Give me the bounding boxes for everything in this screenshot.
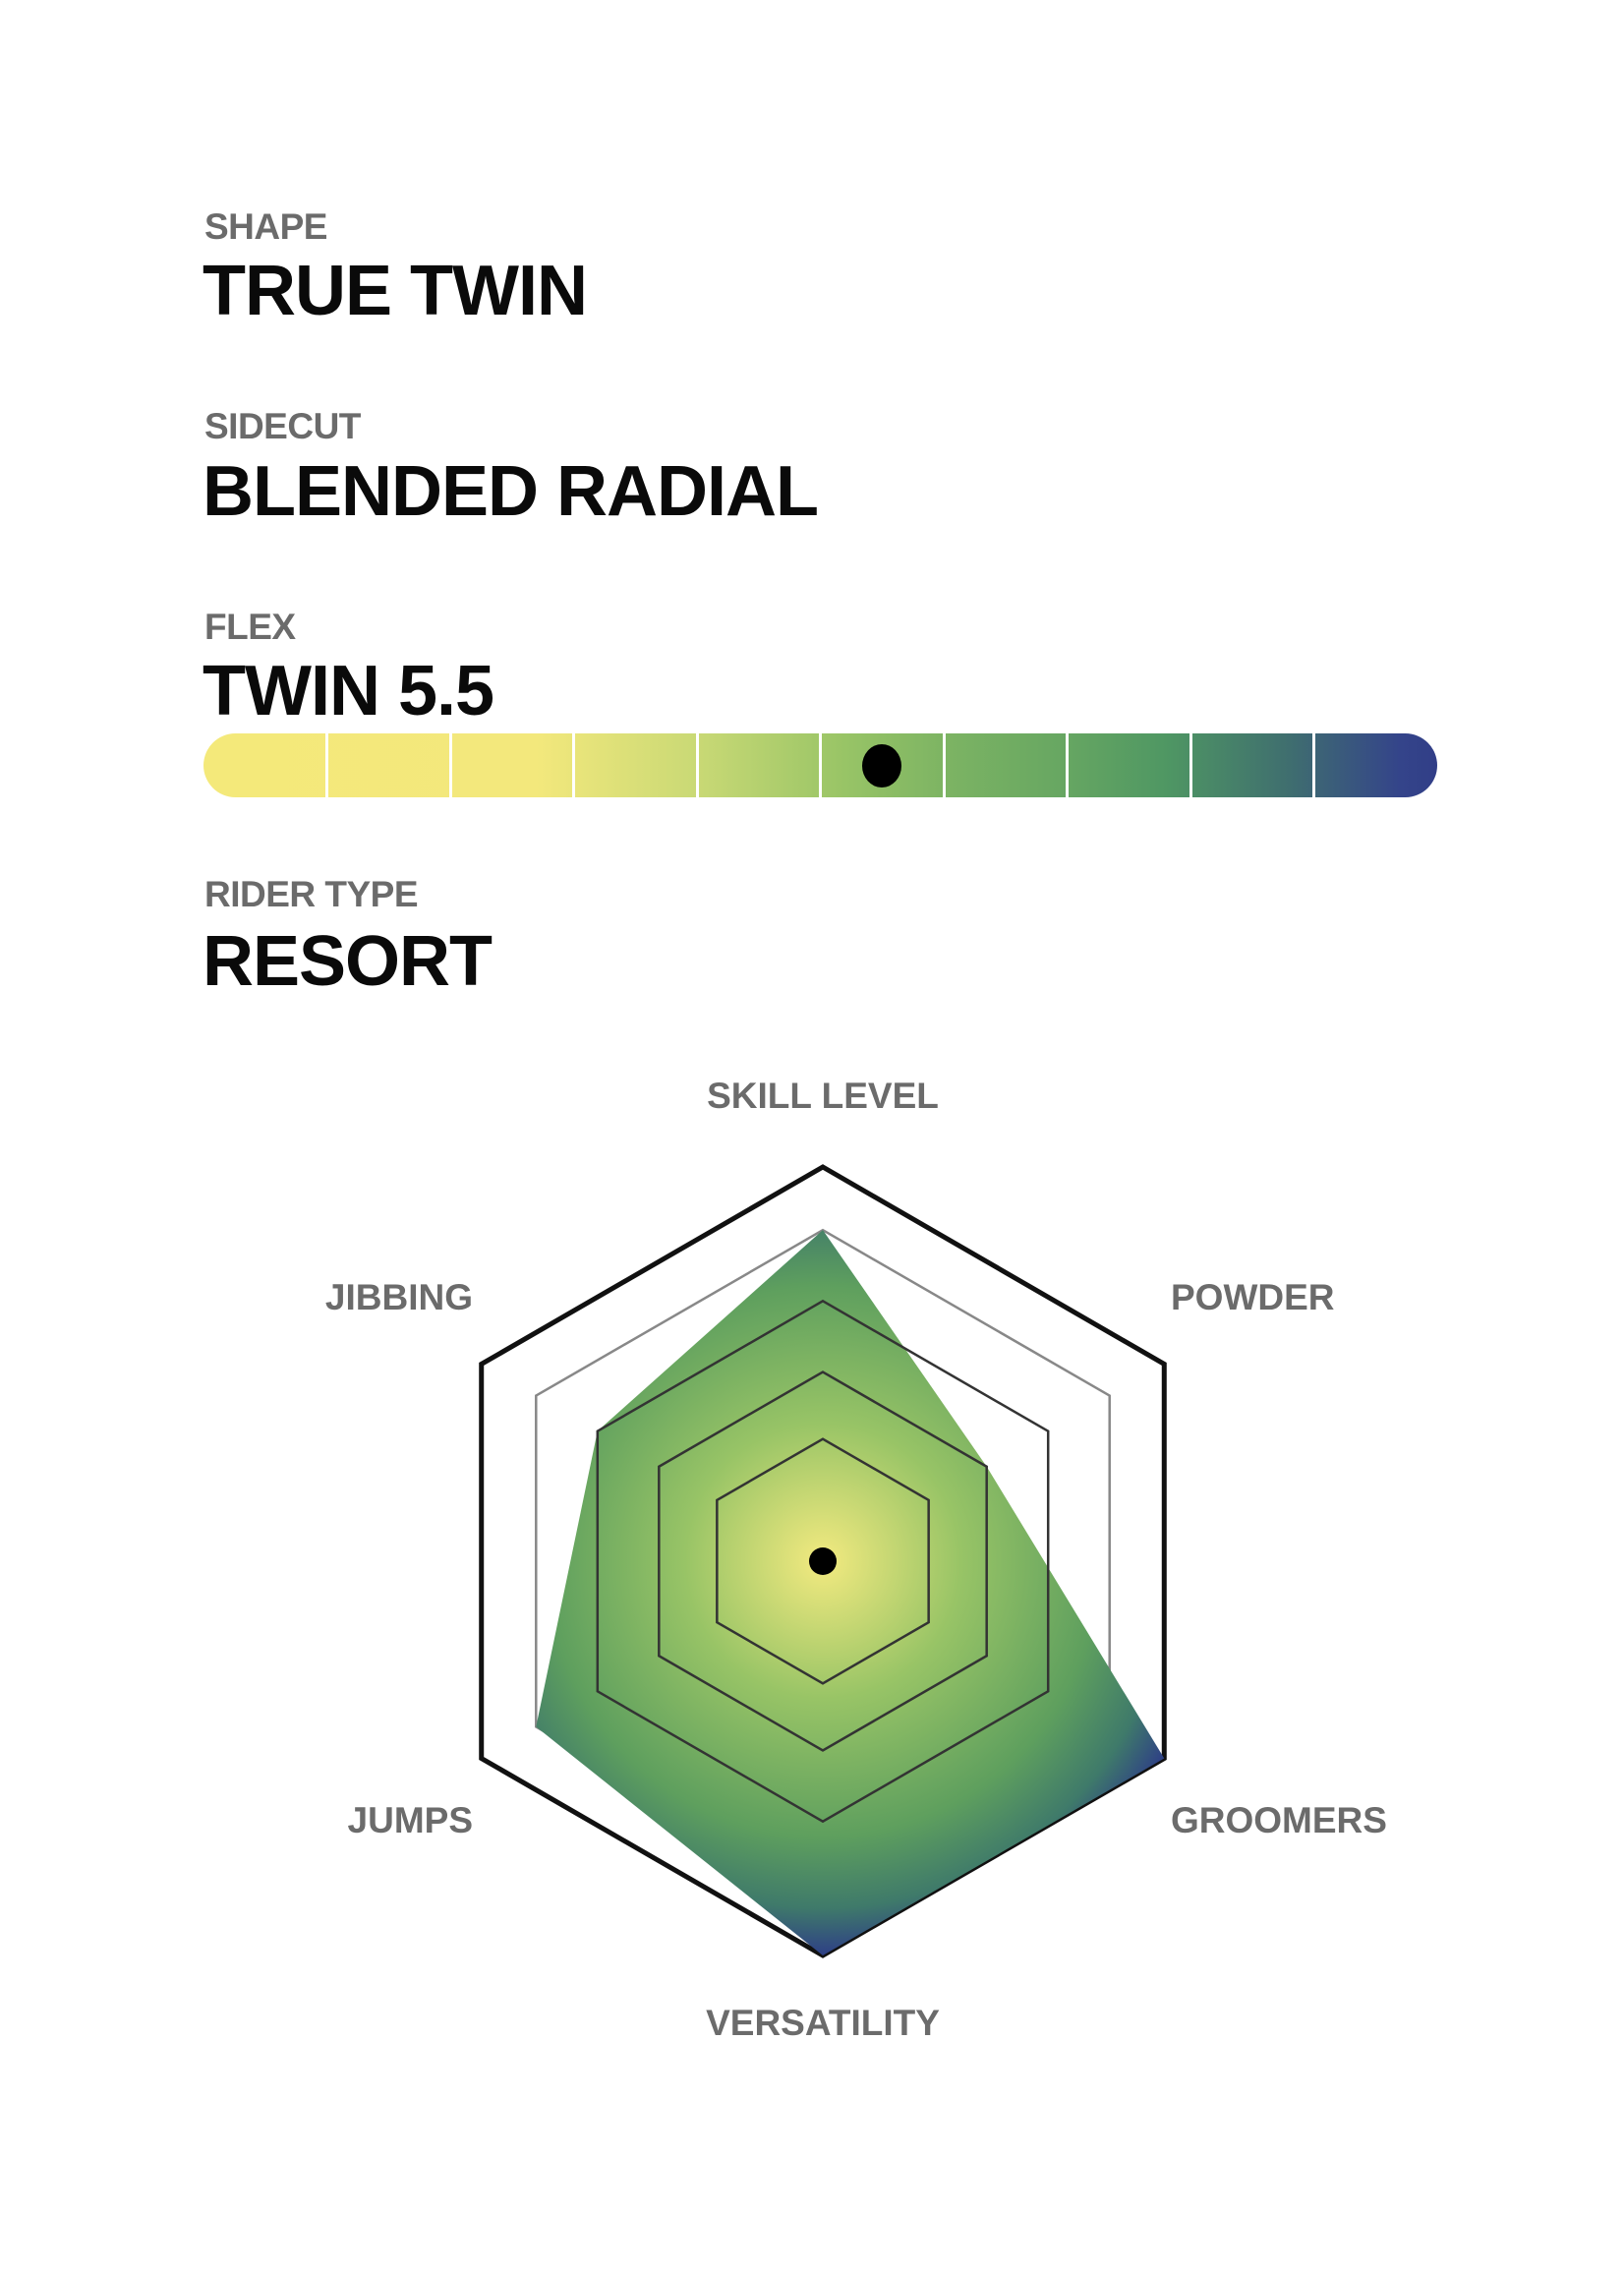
axis-label-versatility: VERSATILITY [706,2003,940,2043]
radar-center-dot [809,1547,837,1575]
spec-shape-value: TRUE TWIN [203,252,588,330]
axis-label-skill-level: SKILL LEVEL [707,1076,939,1116]
axis-label-powder: POWDER [1171,1277,1335,1317]
radar-grid-ring [716,1437,930,1685]
flex-segment-divider [695,733,699,797]
axis-label-jumps: JUMPS [348,1800,473,1840]
flex-indicator-dot [862,744,902,787]
flex-segment-divider [942,733,946,797]
flex-segment-divider [1312,733,1315,797]
flex-segment-divider [1189,733,1192,797]
spec-shape-label: SHAPE [204,206,327,247]
flex-scale-bar [203,733,1437,797]
axis-label-jibbing: JIBBING [325,1277,473,1317]
radar-data-area [536,1230,1165,1955]
flex-segment-divider [325,733,328,797]
spec-sidecut-label: SIDECUT [204,406,361,446]
spec-flex-value: TWIN 5.5 [203,652,494,730]
flex-segment-divider [1066,733,1069,797]
axis-label-groomers: GROOMERS [1171,1800,1387,1840]
spec-rider-type-label: RIDER TYPE [204,874,419,914]
radar-grid-ring [596,1299,1050,1824]
spec-rider-type-value: RESORT [203,922,493,1001]
flex-segment-divider [448,733,452,797]
flex-segment-divider [572,733,575,797]
radar-grid-ring [658,1370,988,1752]
spec-sidecut-value: BLENDED RADIAL [203,452,819,531]
spec-flex-label: FLEX [204,607,296,647]
flex-segment-divider [819,733,822,797]
